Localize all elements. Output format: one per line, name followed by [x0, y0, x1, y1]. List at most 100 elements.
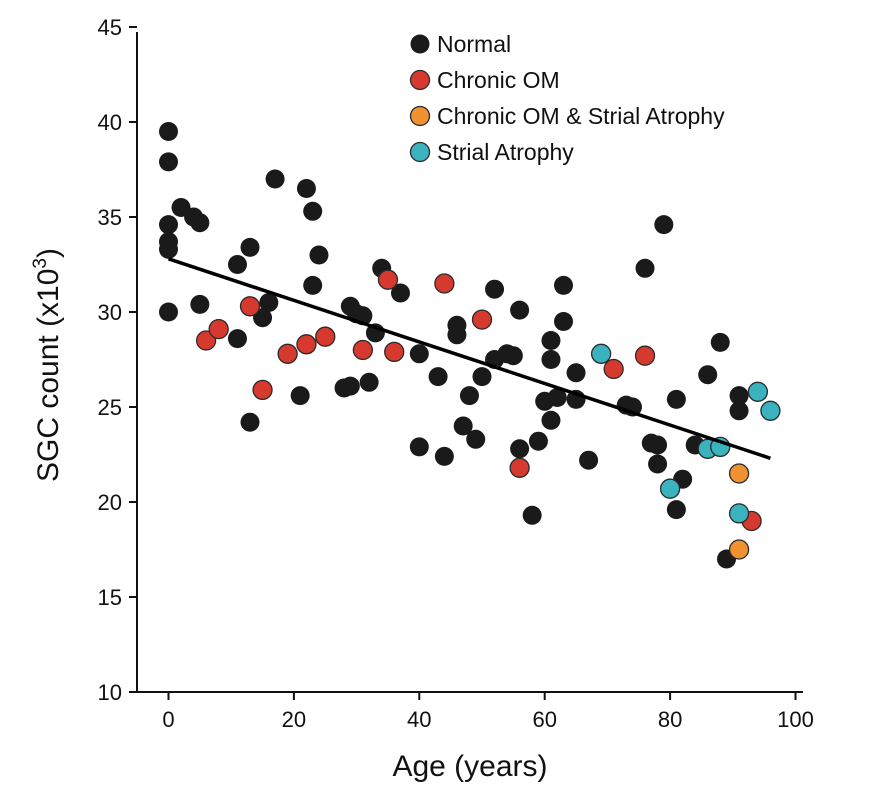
point-chronic-om — [434, 273, 455, 294]
x-axis-title: Age (years) — [392, 750, 547, 783]
point-normal — [240, 412, 260, 432]
point-normal — [159, 215, 178, 235]
legend-label-normal: Normal — [437, 31, 511, 57]
point-normal — [409, 344, 429, 364]
point-normal — [296, 179, 316, 198]
point-normal — [579, 450, 599, 470]
legend-marker-strial-atrophy — [409, 141, 431, 163]
y-axis: 10 15 20 25 30 35 40 45 — [98, 15, 138, 705]
point-normal — [528, 431, 548, 451]
point-normal — [729, 386, 749, 406]
point-normal — [472, 367, 492, 387]
point-normal — [409, 437, 429, 457]
y-tick-label: 35 — [98, 205, 122, 230]
point-strial-atrophy — [760, 400, 781, 421]
point-strial-atrophy — [590, 343, 612, 364]
point-normal — [654, 215, 674, 235]
legend: Normal Chronic OM Chronic OM & Strial Atro… — [409, 31, 725, 165]
data-points — [159, 122, 781, 569]
legend-label-chronic-om: Chronic OM — [437, 67, 560, 93]
point-normal — [541, 331, 561, 350]
point-normal — [566, 363, 586, 383]
point-chronic-om — [195, 330, 217, 351]
point-normal — [259, 293, 279, 312]
point-normal — [503, 346, 523, 366]
x-tick-label: 0 — [162, 707, 174, 732]
point-chronic-om — [634, 345, 656, 366]
x-tick-label: 60 — [532, 707, 556, 732]
point-normal — [541, 350, 561, 369]
y-tick-label: 20 — [98, 490, 122, 515]
point-normal — [522, 505, 542, 525]
point-normal — [635, 258, 655, 278]
x-axis-ticks: 0 20 40 60 80 100 — [162, 692, 814, 732]
point-normal — [547, 388, 567, 407]
y-axis-title-close: ) — [32, 248, 65, 258]
legend-marker-chronic-om-strial-atrophy — [409, 105, 431, 127]
point-chronic-om — [377, 269, 399, 290]
legend-label-strial-atrophy: Strial Atrophy — [437, 139, 574, 165]
point-normal — [265, 169, 285, 189]
point-normal — [485, 279, 505, 299]
point-strial-atrophy — [747, 381, 769, 402]
x-tick-label: 40 — [407, 707, 431, 732]
point-chronic-om — [352, 339, 374, 361]
y-tick-label: 40 — [98, 110, 122, 135]
y-axis-ticks: 10 15 20 25 30 35 40 45 — [98, 15, 137, 705]
point-chronic-om — [239, 296, 261, 317]
x-tick-label: 20 — [282, 707, 306, 732]
point-chronic-om — [509, 457, 530, 478]
point-normal — [303, 275, 323, 295]
point-normal — [666, 389, 686, 409]
point-normal — [453, 416, 473, 436]
point-chronic-om — [471, 309, 493, 330]
point-chronic-om — [296, 334, 317, 355]
x-tick-label: 80 — [658, 707, 682, 732]
point-normal — [466, 429, 486, 449]
point-normal — [459, 386, 479, 406]
point-chronic-om — [384, 341, 405, 363]
x-tick-label: 100 — [777, 707, 814, 732]
point-normal — [290, 386, 310, 406]
point-normal — [190, 213, 210, 233]
point-normal — [710, 332, 730, 352]
point-normal — [698, 365, 718, 385]
point-strial-atrophy — [659, 478, 681, 499]
point-normal — [510, 439, 530, 459]
y-tick-label: 15 — [98, 585, 122, 610]
point-normal — [390, 283, 410, 303]
point-chronic-om-strial-atrophy — [728, 463, 750, 484]
point-normal — [541, 410, 561, 430]
point-chronic-om — [315, 326, 336, 347]
point-strial-atrophy — [728, 503, 750, 524]
point-chronic-om-strial-atrophy — [728, 539, 750, 560]
legend-label-chronic-om-strial-atrophy: Chronic OM & Strial Atrophy — [437, 103, 725, 129]
legend-marker-normal — [410, 34, 430, 54]
point-normal — [340, 376, 360, 396]
legend-marker-chronic-om — [409, 69, 431, 91]
y-tick-label: 45 — [98, 15, 122, 40]
point-normal — [729, 401, 749, 421]
point-normal — [666, 500, 686, 520]
point-normal — [648, 454, 668, 474]
point-normal — [159, 239, 178, 259]
point-normal — [227, 329, 247, 349]
trend-line — [167, 257, 771, 460]
point-normal — [428, 367, 448, 387]
y-tick-label: 25 — [98, 395, 122, 420]
point-chronic-om — [252, 379, 273, 401]
point-normal — [434, 446, 454, 466]
point-normal — [510, 300, 530, 320]
y-tick-label: 10 — [98, 680, 122, 705]
point-normal — [303, 201, 323, 221]
point-normal — [554, 312, 574, 331]
point-normal — [554, 275, 574, 295]
y-axis-title-main: SGC count (x10 — [32, 269, 65, 482]
point-normal — [309, 245, 329, 265]
point-chronic-om — [603, 358, 624, 380]
point-normal — [159, 302, 178, 322]
point-normal — [447, 325, 467, 345]
point-normal — [359, 372, 379, 392]
y-axis-title: SGC count (x103) — [30, 248, 65, 482]
